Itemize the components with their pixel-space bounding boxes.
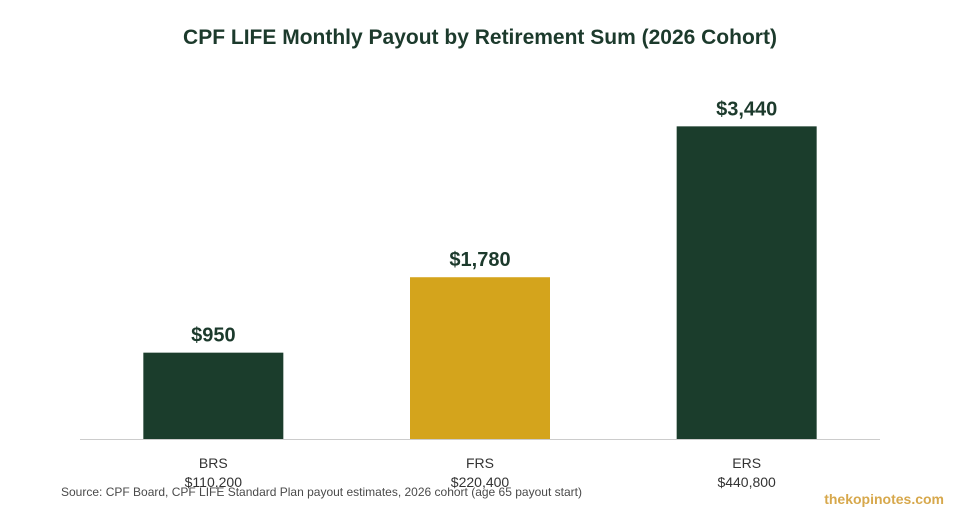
value-label-frs: $1,780 bbox=[449, 249, 510, 271]
bar-frs bbox=[410, 277, 550, 439]
category-label-ers: ERS bbox=[732, 455, 761, 471]
source-note: Source: CPF Board, CPF LIFE Standard Pla… bbox=[61, 485, 582, 499]
watermark: thekopinotes.com bbox=[824, 491, 944, 507]
value-label-ers: $3,440 bbox=[716, 98, 777, 120]
category-label-brs: BRS bbox=[199, 455, 228, 471]
category-sublabel-ers: $440,800 bbox=[717, 474, 776, 490]
category-sublabel-brs: $110,200 bbox=[185, 474, 243, 490]
chart-title: CPF LIFE Monthly Payout by Retirement Su… bbox=[183, 26, 777, 49]
bar-ers bbox=[676, 126, 817, 439]
category-label-frs: FRS bbox=[466, 455, 494, 471]
bar-brs bbox=[143, 352, 284, 439]
value-label-brs: $950 bbox=[191, 325, 236, 347]
category-sublabel-frs: $220,400 bbox=[451, 474, 510, 490]
